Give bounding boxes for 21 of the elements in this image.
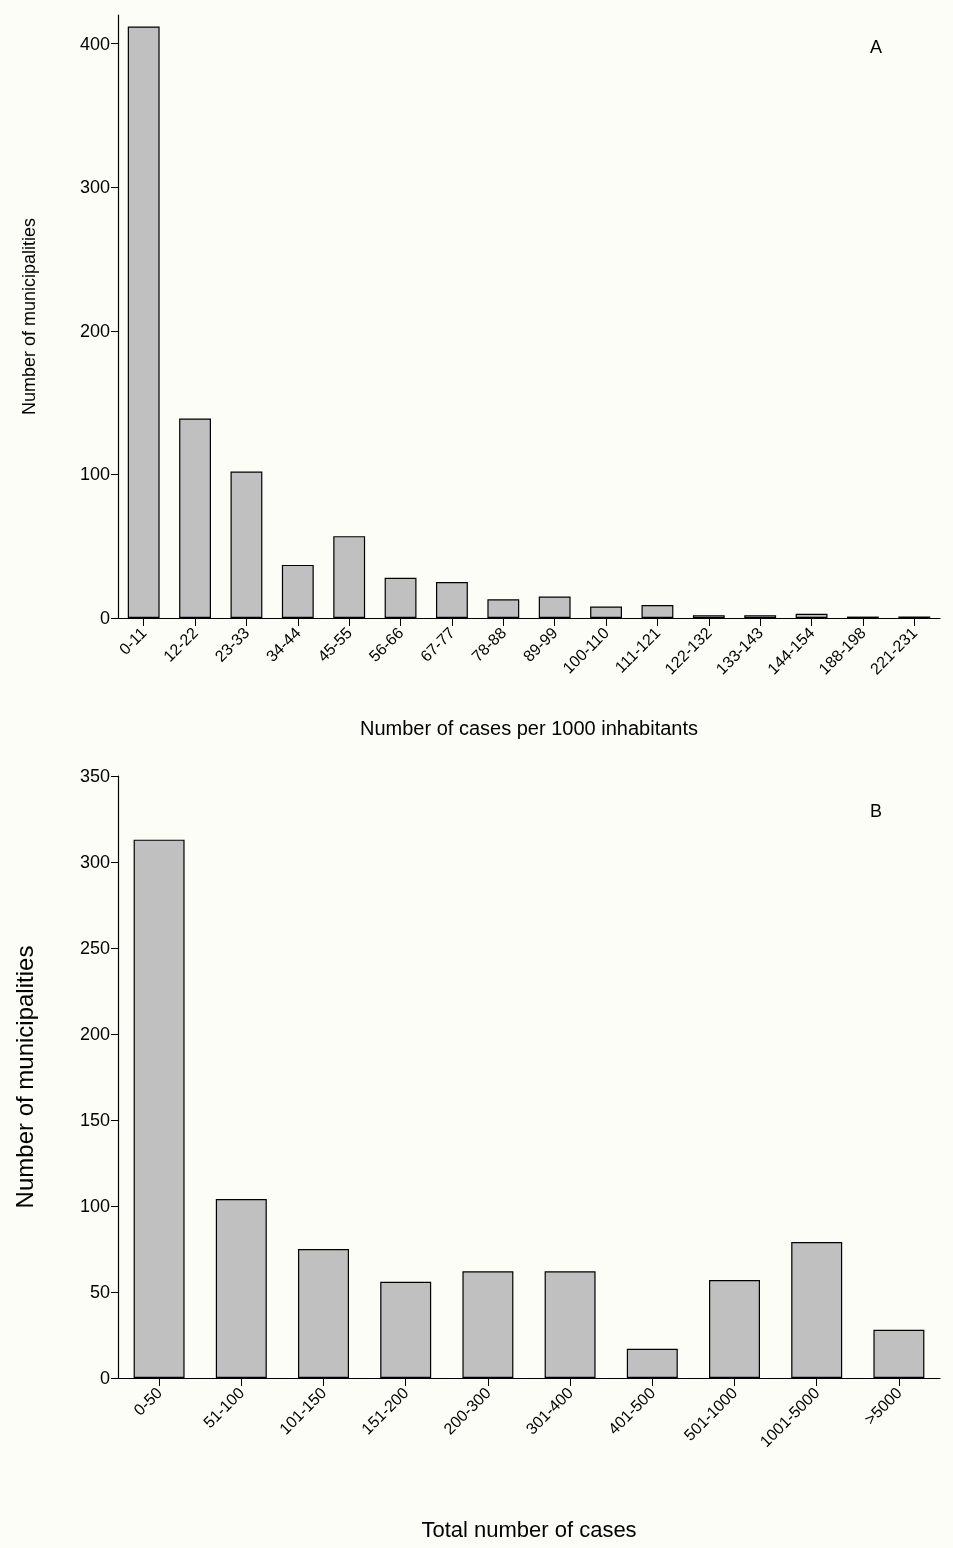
y-axis-title: Number of municipalities [10,945,38,1209]
y-tick-label: 200 [79,320,110,341]
y-tick-label: 50 [89,1282,110,1302]
x-axis-title: Total number of cases [421,1516,637,1542]
y-axis-title: Number of municipalities [19,217,39,416]
y-tick-label: 150 [79,1110,110,1130]
y-tick-label: 300 [79,852,110,872]
x-axis-title: Number of cases per 1000 inhabitants [360,717,698,739]
annotation: A [870,37,883,57]
y-tick-label: 400 [79,33,110,54]
y-tick-label: 300 [79,177,110,198]
y-tick-label: 350 [79,766,110,786]
y-tick-label: 100 [79,1196,110,1216]
annotation: B [870,801,883,821]
y-tick-label: 250 [79,938,110,958]
y-tick-label: 200 [79,1024,110,1044]
x-tick-label: 0-11 [115,623,150,658]
y-tick-label: 100 [79,464,110,485]
y-tick-label: 0 [99,1368,110,1388]
y-tick-label: 0 [99,608,110,628]
x-tick-label: 0-50 [130,1383,166,1419]
